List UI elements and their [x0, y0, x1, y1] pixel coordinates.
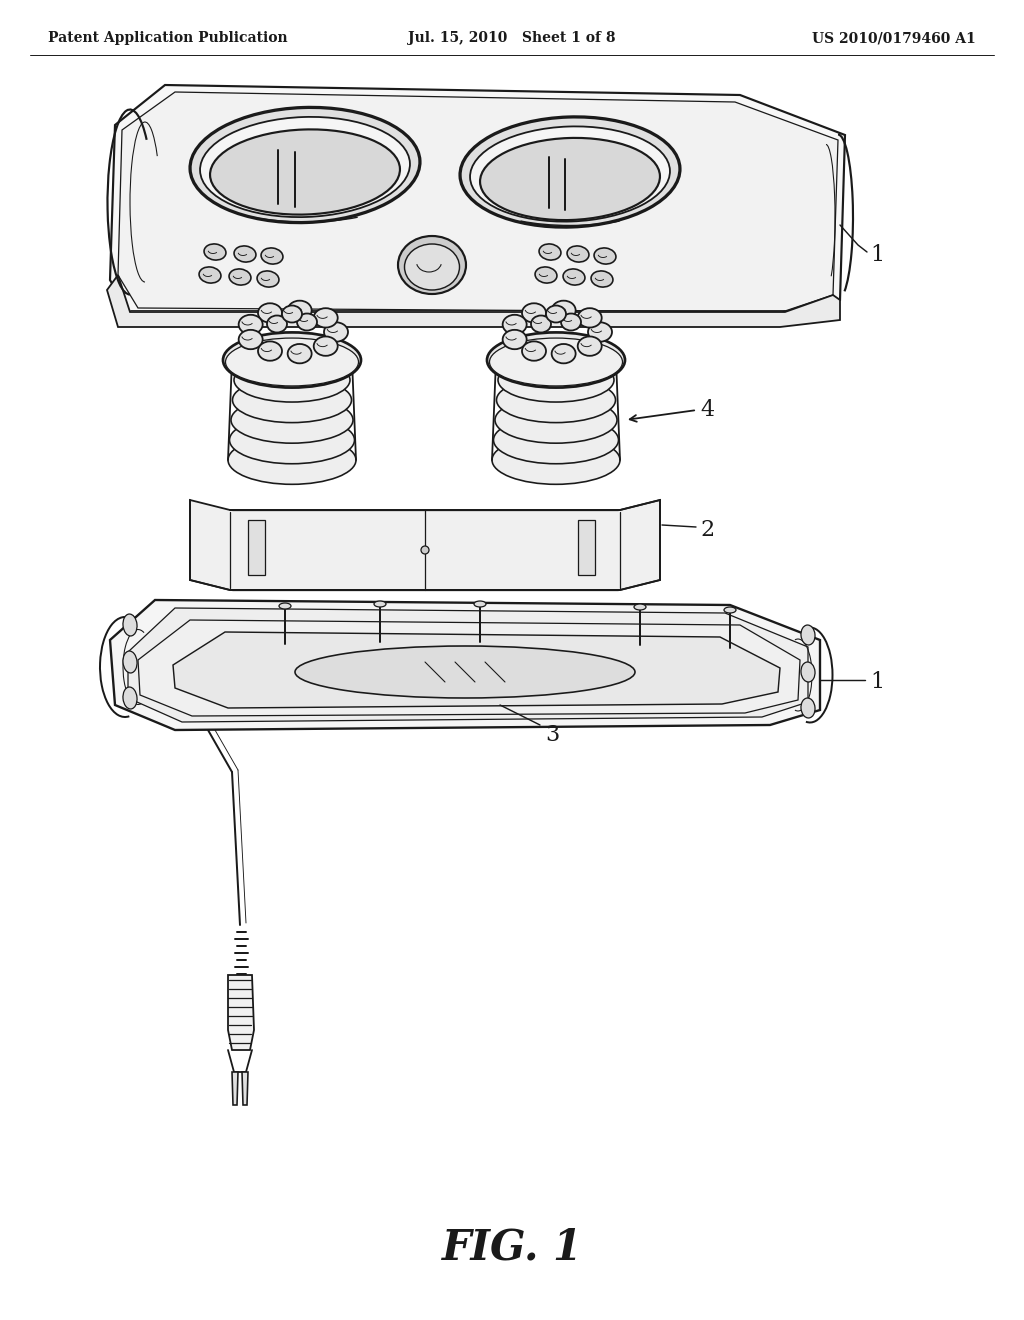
Text: 3: 3 [545, 723, 559, 746]
Ellipse shape [210, 129, 400, 215]
Ellipse shape [279, 603, 291, 609]
Ellipse shape [561, 314, 581, 330]
Ellipse shape [634, 605, 646, 610]
Ellipse shape [398, 236, 466, 294]
Polygon shape [242, 1072, 248, 1105]
Ellipse shape [474, 601, 486, 607]
Ellipse shape [374, 601, 386, 607]
Polygon shape [228, 975, 254, 1049]
Text: 1: 1 [870, 244, 884, 267]
Ellipse shape [200, 117, 410, 216]
Ellipse shape [801, 698, 815, 718]
Ellipse shape [297, 314, 317, 330]
Ellipse shape [522, 304, 546, 322]
Ellipse shape [223, 333, 361, 388]
Ellipse shape [494, 416, 618, 463]
Polygon shape [248, 520, 265, 576]
Ellipse shape [552, 301, 575, 319]
Ellipse shape [282, 305, 302, 322]
Ellipse shape [801, 663, 815, 682]
Ellipse shape [724, 607, 736, 612]
Ellipse shape [313, 337, 338, 356]
Ellipse shape [234, 246, 256, 263]
Polygon shape [106, 275, 840, 327]
Ellipse shape [234, 358, 350, 403]
Ellipse shape [239, 330, 262, 350]
Text: 2: 2 [700, 519, 714, 541]
Ellipse shape [261, 248, 283, 264]
Ellipse shape [258, 342, 282, 360]
Text: US 2010/0179460 A1: US 2010/0179460 A1 [812, 30, 976, 45]
Ellipse shape [588, 322, 612, 342]
Ellipse shape [288, 301, 311, 319]
Polygon shape [118, 92, 838, 312]
Ellipse shape [489, 338, 623, 385]
Ellipse shape [236, 338, 348, 381]
Ellipse shape [801, 624, 815, 645]
Ellipse shape [324, 322, 348, 342]
Ellipse shape [257, 271, 279, 286]
Text: 4: 4 [700, 399, 714, 421]
Polygon shape [128, 609, 808, 722]
Ellipse shape [500, 338, 612, 381]
Ellipse shape [531, 315, 551, 333]
Ellipse shape [470, 127, 670, 222]
Ellipse shape [492, 436, 620, 484]
Ellipse shape [522, 342, 546, 360]
Ellipse shape [231, 397, 353, 444]
Ellipse shape [229, 269, 251, 285]
Ellipse shape [539, 244, 561, 260]
Ellipse shape [497, 378, 615, 422]
Ellipse shape [578, 337, 602, 356]
Text: Patent Application Publication: Patent Application Publication [48, 30, 288, 45]
Ellipse shape [487, 333, 625, 388]
Ellipse shape [563, 269, 585, 285]
Ellipse shape [594, 248, 616, 264]
Ellipse shape [123, 651, 137, 673]
Ellipse shape [480, 137, 659, 220]
Ellipse shape [591, 271, 613, 286]
Ellipse shape [267, 315, 287, 333]
Ellipse shape [258, 304, 282, 322]
Ellipse shape [225, 338, 358, 385]
Polygon shape [138, 620, 800, 715]
Text: 1: 1 [870, 671, 884, 693]
Ellipse shape [295, 645, 635, 698]
Text: Jul. 15, 2010   Sheet 1 of 8: Jul. 15, 2010 Sheet 1 of 8 [409, 30, 615, 45]
Ellipse shape [199, 267, 221, 282]
Polygon shape [110, 601, 820, 730]
Ellipse shape [123, 686, 137, 709]
Polygon shape [190, 500, 660, 590]
Polygon shape [173, 632, 780, 708]
Ellipse shape [495, 397, 617, 444]
Polygon shape [110, 84, 845, 319]
Ellipse shape [552, 345, 575, 363]
Ellipse shape [536, 267, 557, 282]
Ellipse shape [498, 358, 614, 403]
Ellipse shape [190, 107, 420, 223]
Ellipse shape [460, 117, 680, 227]
Ellipse shape [503, 330, 526, 350]
Ellipse shape [204, 244, 226, 260]
Ellipse shape [123, 614, 137, 636]
Ellipse shape [232, 378, 351, 422]
Polygon shape [232, 1072, 238, 1105]
Ellipse shape [239, 314, 262, 334]
Ellipse shape [578, 308, 602, 327]
Ellipse shape [567, 246, 589, 263]
Ellipse shape [404, 244, 460, 290]
Text: FIG. 1: FIG. 1 [441, 1228, 583, 1269]
Ellipse shape [313, 308, 338, 327]
Ellipse shape [229, 416, 354, 463]
Ellipse shape [421, 546, 429, 554]
Ellipse shape [546, 305, 566, 322]
Ellipse shape [288, 345, 311, 363]
Ellipse shape [503, 314, 526, 334]
Polygon shape [578, 520, 595, 576]
Ellipse shape [228, 436, 356, 484]
